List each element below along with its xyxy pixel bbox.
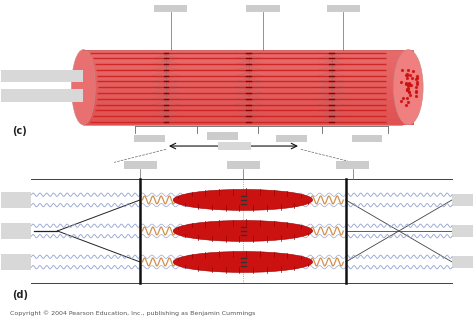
Bar bbox=[0, 254, 31, 270]
FancyBboxPatch shape bbox=[83, 50, 414, 125]
Bar bbox=[83, 87, 414, 93]
Ellipse shape bbox=[173, 252, 313, 273]
Ellipse shape bbox=[72, 50, 95, 125]
Bar bbox=[0, 223, 31, 239]
FancyBboxPatch shape bbox=[134, 134, 165, 142]
Bar bbox=[452, 256, 474, 268]
Bar bbox=[83, 62, 414, 69]
Bar bbox=[83, 118, 414, 125]
Bar bbox=[83, 56, 414, 62]
Bar bbox=[83, 100, 414, 106]
Bar bbox=[83, 50, 414, 56]
Ellipse shape bbox=[173, 220, 313, 241]
Bar bbox=[0, 70, 83, 82]
FancyBboxPatch shape bbox=[124, 161, 156, 169]
Text: (c): (c) bbox=[12, 126, 27, 136]
Bar bbox=[452, 225, 474, 237]
Ellipse shape bbox=[173, 190, 313, 210]
Bar bbox=[83, 81, 414, 87]
FancyBboxPatch shape bbox=[246, 5, 280, 12]
Text: Copyright © 2004 Pearson Education, Inc., publishing as Benjamin Cummings: Copyright © 2004 Pearson Education, Inc.… bbox=[10, 310, 255, 316]
Bar bbox=[83, 93, 414, 100]
FancyBboxPatch shape bbox=[208, 132, 238, 140]
FancyBboxPatch shape bbox=[336, 161, 369, 169]
Bar bbox=[83, 75, 414, 81]
FancyBboxPatch shape bbox=[227, 161, 260, 169]
Bar bbox=[0, 192, 31, 208]
FancyBboxPatch shape bbox=[327, 5, 360, 12]
FancyBboxPatch shape bbox=[276, 134, 307, 142]
Bar bbox=[83, 106, 414, 112]
Text: (d): (d) bbox=[12, 290, 28, 300]
FancyBboxPatch shape bbox=[352, 134, 383, 142]
Bar bbox=[452, 194, 474, 206]
FancyBboxPatch shape bbox=[218, 142, 251, 150]
Bar bbox=[0, 89, 83, 102]
FancyBboxPatch shape bbox=[155, 5, 187, 12]
Ellipse shape bbox=[393, 50, 423, 125]
Bar bbox=[83, 69, 414, 75]
Bar bbox=[83, 112, 414, 118]
